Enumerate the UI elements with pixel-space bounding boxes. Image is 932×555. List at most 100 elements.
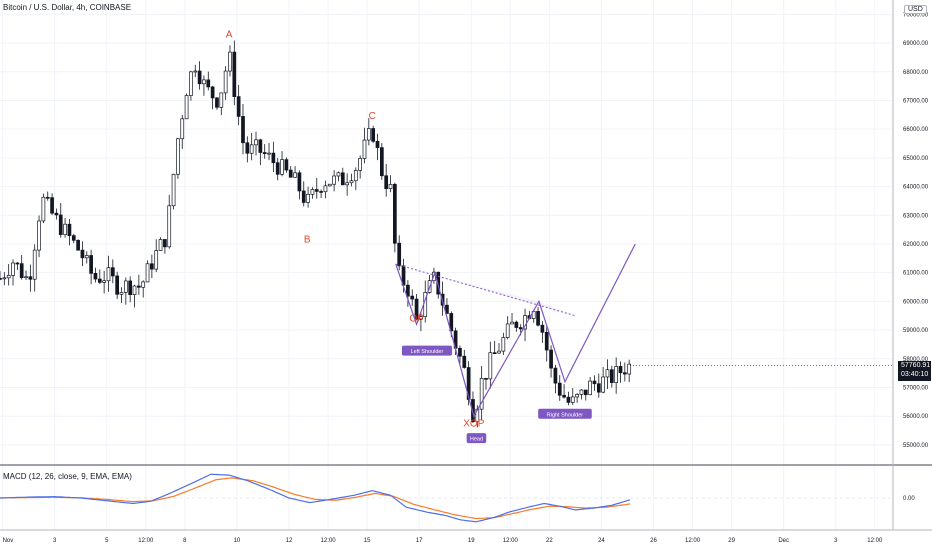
price-axis-tick-label: 65000.00 bbox=[903, 156, 929, 162]
candle-body bbox=[414, 298, 419, 320]
candle-body bbox=[340, 172, 345, 186]
pattern-label-badge bbox=[538, 408, 592, 419]
candle-body bbox=[37, 220, 41, 251]
candle-body bbox=[293, 172, 297, 178]
time-axis-tick-label: 22 bbox=[546, 538, 553, 544]
macd-indicator-label[interactable]: MACD (12, 26, close, 9, EMA, EMA) bbox=[3, 472, 132, 481]
time-axis-tick-label: 12:00 bbox=[321, 538, 337, 544]
candle-body bbox=[19, 263, 24, 279]
wave-label: OP bbox=[409, 313, 424, 324]
candle-body bbox=[518, 327, 523, 330]
candle-body bbox=[592, 380, 597, 385]
candle-body bbox=[197, 70, 202, 85]
time-axis-tick-label: 8 bbox=[183, 538, 187, 544]
time-axis-tick-label: 10 bbox=[234, 538, 241, 544]
candle-body bbox=[11, 262, 15, 276]
candle-body bbox=[549, 349, 553, 369]
price-axis-tick-label: 57000.00 bbox=[903, 386, 929, 392]
candle-body bbox=[349, 180, 354, 184]
candle-body bbox=[193, 70, 198, 73]
candle-body bbox=[163, 239, 167, 248]
candle-body bbox=[6, 275, 11, 279]
candle-body bbox=[393, 183, 397, 244]
candle-body bbox=[297, 172, 302, 192]
wave-label: XOP bbox=[463, 418, 484, 429]
neckline bbox=[395, 263, 576, 317]
candle-body bbox=[622, 372, 627, 375]
candle-body bbox=[215, 97, 219, 108]
candle-body bbox=[24, 276, 28, 279]
time-axis-tick-label: 3 bbox=[834, 538, 838, 544]
pattern-label: Head bbox=[470, 437, 483, 443]
time-axis-tick-label: 29 bbox=[728, 538, 735, 544]
candle-body bbox=[306, 193, 310, 203]
candle-body bbox=[150, 263, 154, 270]
price-axis-tick-label: 64000.00 bbox=[903, 185, 929, 191]
candle-body bbox=[488, 352, 493, 380]
candle-body bbox=[28, 276, 33, 280]
candle-body bbox=[627, 363, 632, 375]
candle-body bbox=[566, 396, 571, 403]
candle-body bbox=[210, 86, 215, 99]
time-axis-tick-label: 19 bbox=[468, 538, 475, 544]
candle-body bbox=[445, 304, 449, 314]
candle-body bbox=[89, 255, 93, 274]
candle-body bbox=[505, 323, 510, 338]
candle-body bbox=[245, 142, 250, 154]
candle-body bbox=[314, 189, 319, 192]
bar-countdown: 03:40:10 bbox=[901, 371, 929, 378]
candle-body bbox=[67, 223, 72, 236]
candle-body bbox=[366, 128, 371, 141]
time-axis-tick-label: Nov bbox=[3, 538, 14, 544]
macd-axis-tick-label: 0.00 bbox=[903, 496, 915, 502]
price-axis-tick-label: 62000.00 bbox=[903, 242, 929, 248]
symbol-title: Bitcoin / U.S. Dollar, 4h, COINBASE bbox=[3, 3, 132, 12]
last-price-value: 57760.91 bbox=[901, 362, 931, 369]
candle-body bbox=[284, 159, 289, 171]
candle-body bbox=[171, 173, 176, 207]
candle-body bbox=[232, 51, 237, 97]
candle-body bbox=[596, 383, 601, 393]
candle-body bbox=[484, 377, 488, 380]
time-axis-tick-label: 12 bbox=[286, 538, 293, 544]
candle-body bbox=[180, 118, 185, 140]
candle-body bbox=[219, 92, 224, 108]
candle-body bbox=[71, 235, 76, 241]
candle-body bbox=[58, 214, 63, 235]
candle-body bbox=[254, 139, 258, 146]
candle-body bbox=[379, 147, 384, 177]
candle-body bbox=[158, 239, 163, 251]
candle-body bbox=[358, 157, 363, 171]
pattern-label: Left Shoulder bbox=[411, 349, 444, 355]
price-axis-tick-label: 70000.00 bbox=[903, 12, 929, 18]
candle-body bbox=[202, 79, 206, 85]
candle-body bbox=[132, 285, 137, 295]
candle-body bbox=[332, 175, 336, 185]
price-axis-tick-label: 60000.00 bbox=[903, 299, 929, 305]
candle-body bbox=[601, 376, 605, 393]
currency-badge[interactable]: USD bbox=[904, 5, 927, 14]
candle-body bbox=[262, 152, 267, 154]
time-axis-tick-label: 3 bbox=[53, 538, 57, 544]
candle-body bbox=[258, 139, 263, 153]
candle-body bbox=[310, 189, 315, 195]
candle-body bbox=[63, 223, 67, 235]
time-axis-tick-label: 17 bbox=[416, 538, 423, 544]
candle-body bbox=[267, 152, 271, 155]
price-axis-tick-label: 61000.00 bbox=[903, 271, 929, 277]
candle-body bbox=[345, 182, 349, 186]
candle-body bbox=[579, 389, 584, 395]
candle-body bbox=[93, 272, 98, 280]
candle-body bbox=[123, 280, 128, 293]
candle-body bbox=[84, 255, 89, 259]
candle-body bbox=[583, 389, 588, 396]
candle-body bbox=[137, 285, 141, 288]
candle-body bbox=[275, 162, 280, 175]
candle-body bbox=[501, 337, 506, 352]
candle-body bbox=[115, 275, 120, 295]
time-axis-tick-label: Dec bbox=[778, 538, 789, 544]
candle-body bbox=[54, 212, 59, 216]
candle-body bbox=[167, 205, 172, 248]
wave-label: B bbox=[304, 235, 311, 246]
